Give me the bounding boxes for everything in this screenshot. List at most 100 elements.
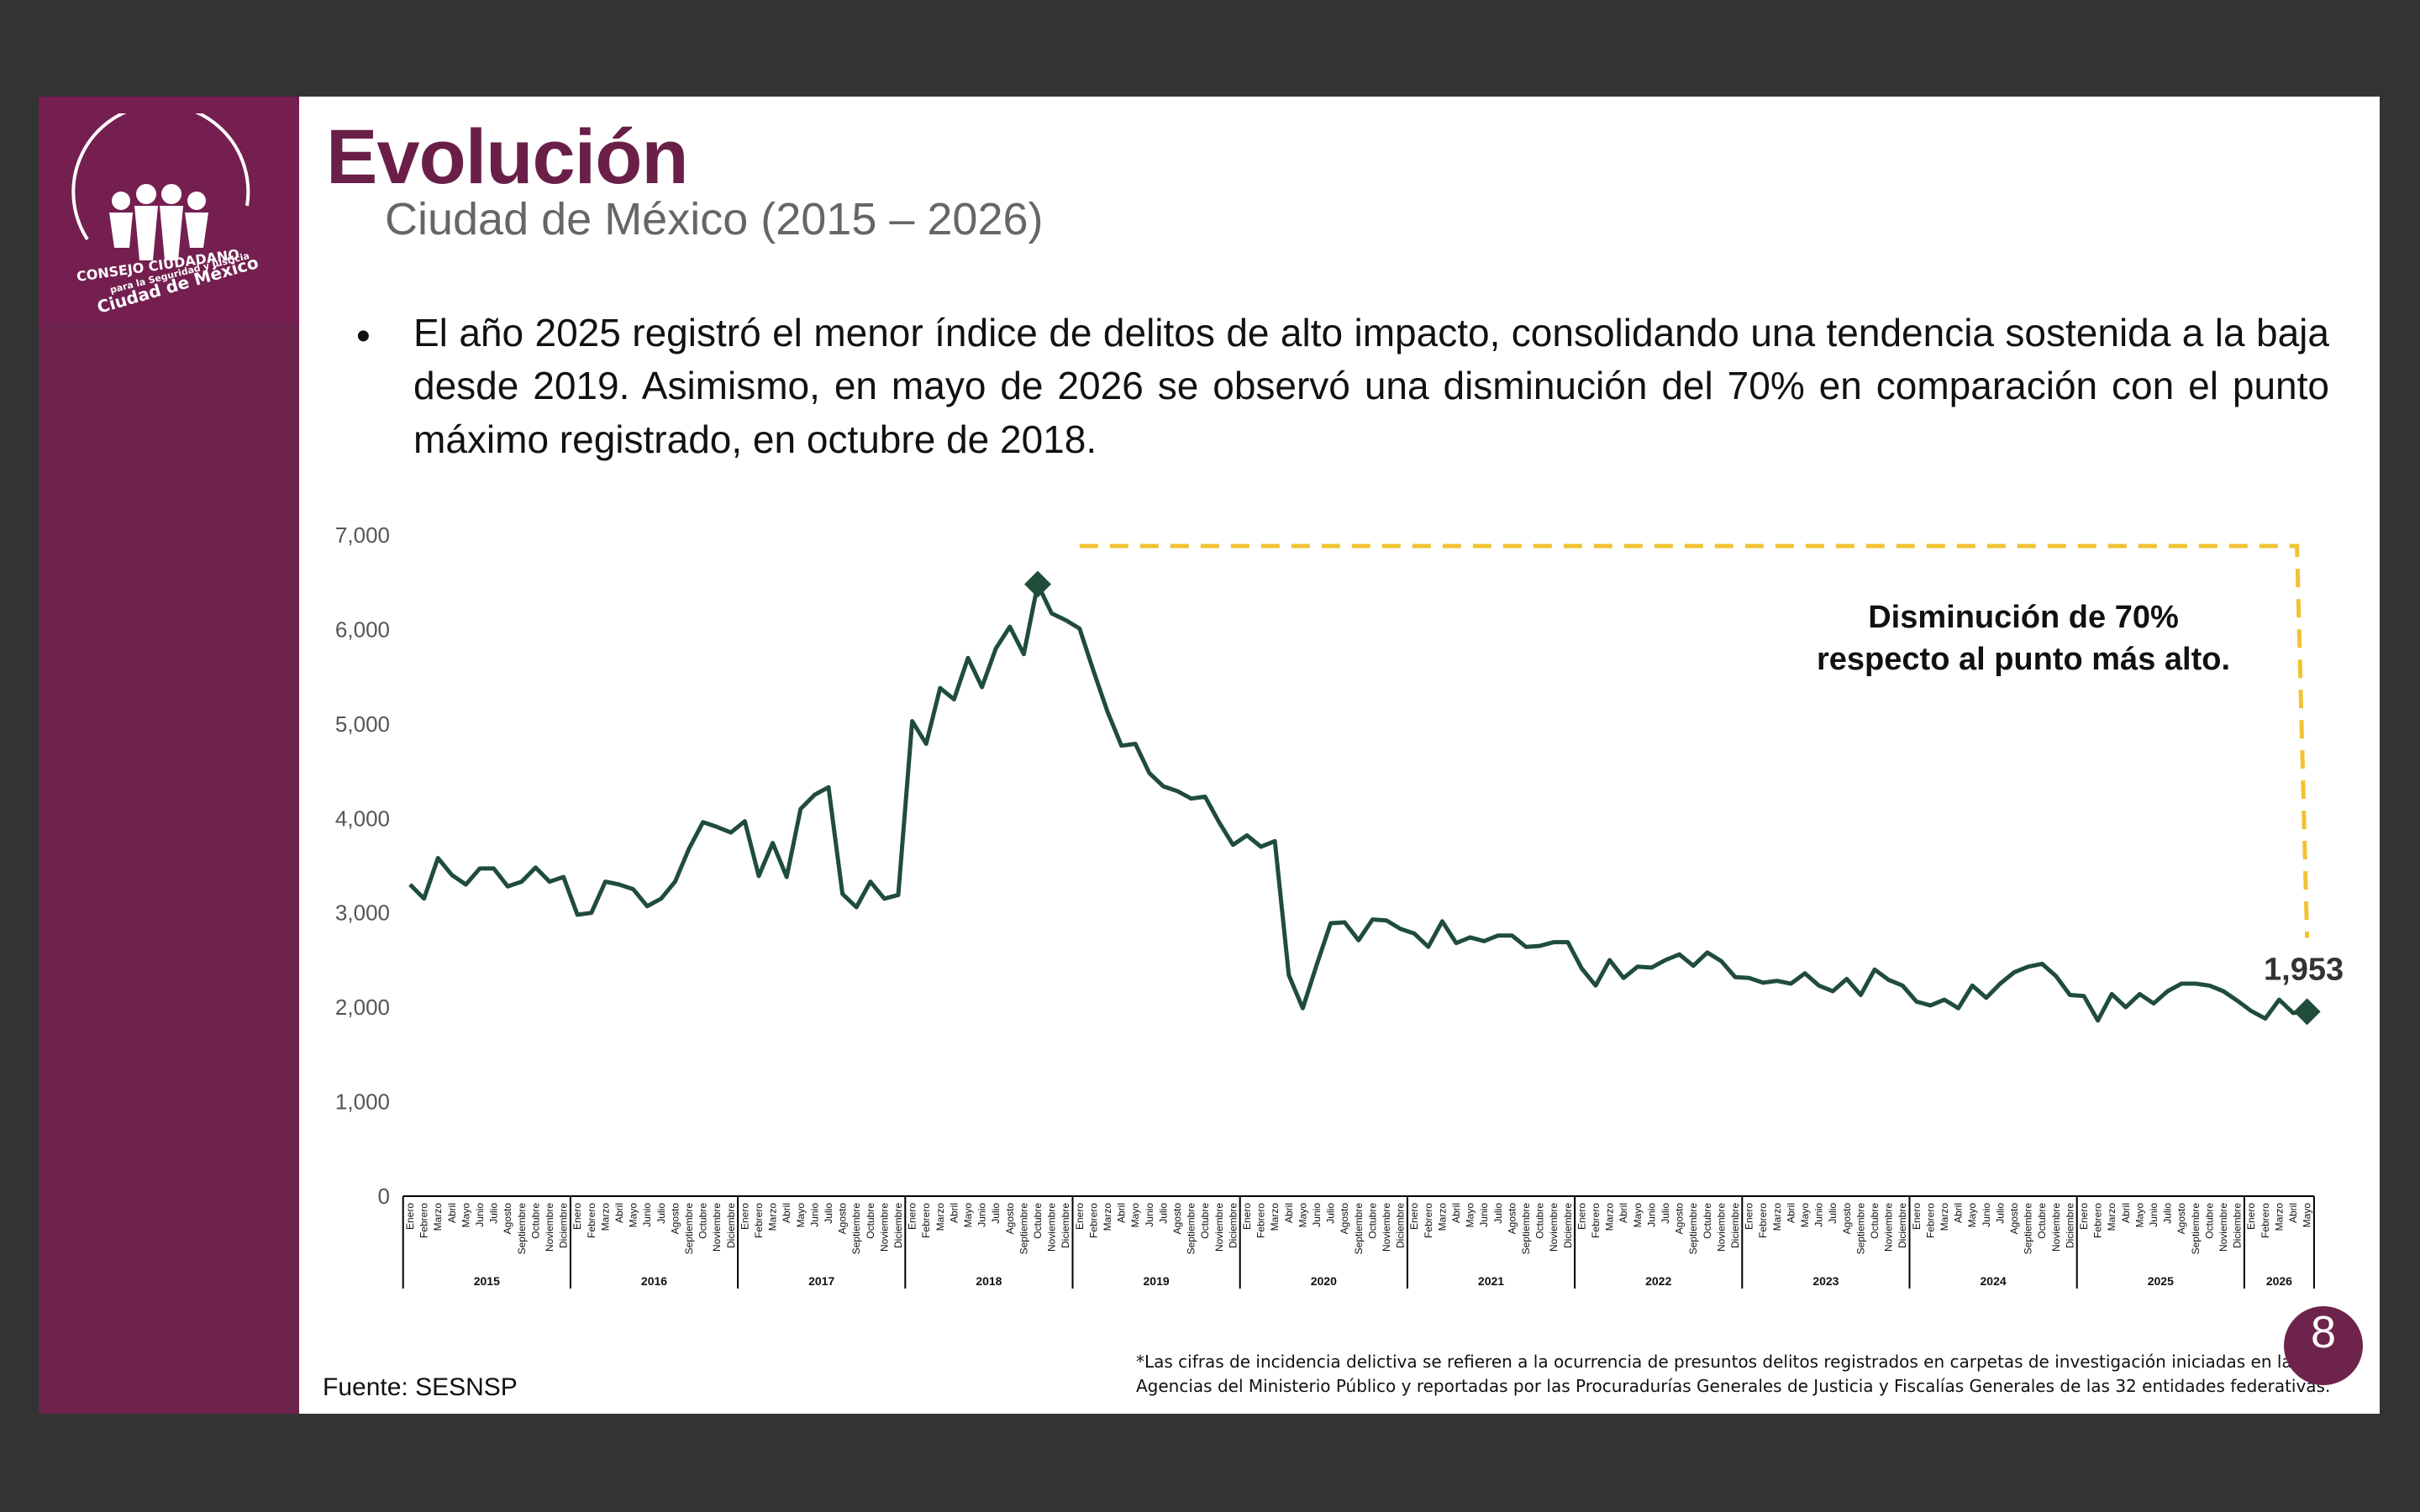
x-tick-label: Abril — [446, 1203, 458, 1223]
x-tick-label: Julio — [1157, 1203, 1169, 1224]
x-tick-label: Marzo — [2106, 1203, 2118, 1231]
x-tick-label: Agosto — [1339, 1203, 1350, 1235]
x-tick-label: Febrero — [1255, 1203, 1267, 1238]
x-tick-label: Junio — [641, 1203, 653, 1227]
x-tick-label: Septiembre — [1018, 1203, 1029, 1255]
x-tick-label: Noviembre — [1213, 1203, 1225, 1252]
footnote: *Las cifras de incidencia delictiva se r… — [1136, 1352, 2331, 1396]
x-tick-label: Junio — [1144, 1203, 1155, 1227]
y-axis: 7,000 6,000 5,000 4,000 3,000 2,000 1,000 0 — [335, 522, 390, 1209]
x-tick-label: Abril — [1450, 1203, 1462, 1223]
x-tick-label: Noviembre — [2050, 1203, 2062, 1252]
year-label: 2024 — [1981, 1274, 2007, 1288]
x-tick-label: Octubre — [1199, 1203, 1211, 1239]
x-tick-label: Diciembre — [2064, 1203, 2075, 1248]
x-tick-label: Marzo — [1604, 1203, 1616, 1231]
y-tick-label: 3,000 — [335, 900, 390, 926]
x-tick-label: Abril — [613, 1203, 625, 1223]
x-tick-label: Diciembre — [1060, 1203, 1071, 1248]
x-tick-label: Febrero — [586, 1203, 597, 1238]
y-tick-label: 4,000 — [335, 806, 390, 831]
x-tick-label: Junio — [976, 1203, 988, 1227]
year-label: 2018 — [976, 1274, 1002, 1288]
x-tick-label: Marzo — [1269, 1203, 1281, 1231]
x-tick-label: Julio — [990, 1203, 1002, 1224]
x-tick-label: Abril — [1785, 1203, 1797, 1223]
x-tick-label: Abril — [1116, 1203, 1128, 1223]
x-tick-label: Noviembre — [1883, 1203, 1895, 1252]
x-tick-label: Agosto — [669, 1203, 681, 1235]
logo: CONSEJO CIUDADANO para la Seguridad y Ju… — [39, 97, 299, 323]
year-label: 2023 — [1812, 1274, 1839, 1288]
x-tick-label: Julio — [1827, 1203, 1839, 1224]
x-tick-label: Agosto — [1674, 1203, 1686, 1235]
x-tick-label: Marzo — [432, 1203, 444, 1231]
x-tick-label: Enero — [571, 1203, 583, 1230]
x-tick-label: Febrero — [2092, 1203, 2104, 1238]
x-tick-label: Mayo — [795, 1203, 807, 1228]
x-tick-label: Enero — [1911, 1203, 1923, 1230]
x-tick-label: Junio — [1645, 1203, 1657, 1227]
bullet-marker: • — [356, 314, 371, 359]
x-tick-label: Marzo — [767, 1203, 779, 1231]
x-tick-label: Agosto — [2175, 1203, 2187, 1235]
x-tick-label: Julio — [1994, 1203, 2006, 1224]
x-tick-label: Mayo — [1129, 1203, 1141, 1228]
x-tick-label: Mayo — [1465, 1203, 1476, 1228]
x-tick-label: Febrero — [1087, 1203, 1099, 1238]
x-tick-label: Agosto — [837, 1203, 849, 1235]
y-tick-label: 7,000 — [335, 522, 390, 548]
x-tick-label: Agosto — [1506, 1203, 1518, 1235]
x-tick-label: Junio — [1981, 1203, 1992, 1227]
x-tick-label: Octubre — [2036, 1203, 2048, 1239]
x-tick-label: Septiembre — [1854, 1203, 1866, 1255]
x-tick-label: Febrero — [418, 1203, 430, 1238]
x-tick-label: Agosto — [502, 1203, 513, 1235]
x-tick-label: Marzo — [1939, 1203, 1950, 1231]
x-tick-label: Octubre — [1032, 1203, 1044, 1239]
peak-marker — [1024, 570, 1051, 598]
x-tick-label: Junio — [474, 1203, 486, 1227]
x-tick-label: Septiembre — [516, 1203, 528, 1255]
x-tick-label: Noviembre — [878, 1203, 890, 1252]
x-tick-label: Agosto — [1004, 1203, 1016, 1235]
x-tick-label: Septiembre — [1520, 1203, 1532, 1255]
x-tick-label: Marzo — [1436, 1203, 1448, 1231]
x-tick-label: Noviembre — [1715, 1203, 1727, 1252]
x-tick-label: Septiembre — [850, 1203, 862, 1255]
x-tick-label: Diciembre — [1729, 1203, 1741, 1248]
x-tick-label: Agosto — [2008, 1203, 2020, 1235]
y-tick-label: 0 — [378, 1184, 390, 1209]
decline-bracket — [1079, 543, 2310, 938]
x-tick-label: Diciembre — [892, 1203, 904, 1248]
x-tick-label: Octubre — [697, 1203, 709, 1239]
year-label: 2020 — [1311, 1274, 1337, 1288]
x-tick-label: Febrero — [753, 1203, 765, 1238]
x-tick-label: Enero — [2245, 1203, 2257, 1230]
x-tick-label: Marzo — [1102, 1203, 1113, 1231]
bullet-text: El año 2025 registró el menor índice de … — [413, 311, 2329, 461]
x-tick-label: Diciembre — [2232, 1203, 2244, 1248]
x-tick-label: Abril — [1953, 1203, 1965, 1223]
page-title: Evolución — [326, 114, 689, 200]
x-tick-label: Noviembre — [2217, 1203, 2229, 1252]
x-tick-label: Agosto — [1171, 1203, 1183, 1235]
x-tick-label: Noviembre — [1046, 1203, 1058, 1252]
x-tick-label: Junio — [1813, 1203, 1825, 1227]
x-tick-label: Abril — [948, 1203, 960, 1223]
x-tick-label: Septiembre — [2023, 1203, 2034, 1255]
x-tick-label: Febrero — [1924, 1203, 1936, 1238]
x-tick-label: Enero — [404, 1203, 416, 1230]
year-label: 2026 — [2266, 1274, 2292, 1288]
y-tick-label: 1,000 — [335, 1089, 390, 1115]
x-tick-label: Enero — [1744, 1203, 1755, 1230]
x-tick-label: Enero — [1408, 1203, 1420, 1230]
x-tick-label: Enero — [2078, 1203, 2090, 1230]
x-tick-label: Octubre — [1366, 1203, 1378, 1239]
x-tick-label: Mayo — [962, 1203, 974, 1228]
x-tick-label: Enero — [1241, 1203, 1253, 1230]
x-tick-label: Mayo — [2133, 1203, 2145, 1228]
sidebar: CONSEJO CIUDADANO para la Seguridad y Ju… — [39, 97, 299, 1414]
x-tick-label: Septiembre — [1687, 1203, 1699, 1255]
x-tick-label: Julio — [1660, 1203, 1671, 1224]
